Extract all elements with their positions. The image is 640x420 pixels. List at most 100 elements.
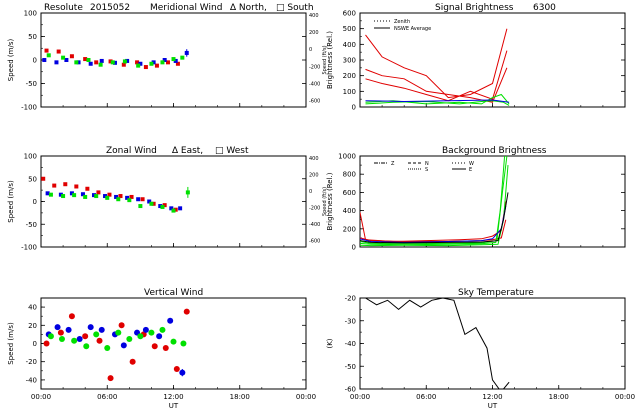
vertical-red-point (107, 375, 114, 382)
vertical-green-point (115, 329, 122, 336)
zonal-right-tick-label: -200 (309, 206, 320, 212)
signal-red-1-line (365, 28, 508, 99)
vertical-red-point (57, 329, 64, 336)
zonal-ytick-label: 100 (24, 153, 37, 161)
background-ytick-label: 1000 (338, 153, 356, 161)
background-plot-frame (359, 155, 626, 248)
merid-south-point (42, 58, 47, 62)
zonal-zenith-point (48, 192, 53, 197)
zonal-east-point (173, 207, 178, 212)
vertical-red-point (96, 337, 103, 344)
sky-temp-tail-line (503, 381, 510, 389)
signal-panel: Signal Brightness 6300 600 500 400 300 200 100 0… (326, 3, 626, 112)
background-legend-n: N (425, 161, 429, 167)
vertical-ytick-label: -40 (26, 376, 37, 384)
zonal-title-1: ∆ East, (171, 146, 203, 156)
zonal-east-point (52, 183, 57, 188)
background-legend-w: W (469, 161, 474, 167)
background-legend-z: Z (391, 161, 395, 167)
signal-legend-average: NSWE Average (394, 26, 431, 32)
background-ytick-label: 800 (343, 171, 356, 179)
merid-title-4: □ South (276, 3, 314, 13)
background-blue-1-line (360, 206, 507, 243)
vertical-xtick-label: 12:00 (163, 393, 183, 401)
merid-north-point (143, 65, 148, 70)
merid-right-tick-label: 400 (309, 13, 319, 19)
background-green-1-line (360, 156, 506, 246)
merid-north-point (56, 49, 61, 54)
merid-ytick-label: 100 (24, 10, 37, 18)
signal-ytick-label: 400 (343, 41, 356, 49)
vertical-green-point (104, 345, 111, 352)
vertical-xtick-label: 06:00 (97, 393, 117, 401)
signal-ytick-label: 200 (343, 72, 356, 80)
zonal-ylabel: Speed (m/s) (7, 180, 15, 223)
merid-right-tick-label: 200 (309, 30, 319, 36)
zonal-west-point (169, 206, 174, 211)
sky-xtick-label: 12:00 (482, 393, 502, 401)
zonal-west-point (103, 194, 108, 199)
merid-series-group (42, 48, 189, 70)
sky-xtick-label: 06:00 (416, 393, 436, 401)
sky-ytick-label: -20 (345, 295, 356, 303)
zonal-east-point (107, 192, 112, 197)
merid-zenith-point (149, 61, 154, 66)
zonal-west-point (147, 199, 152, 204)
vertical-xlabel: UT (169, 402, 179, 410)
signal-title-1: 6300 (533, 3, 556, 13)
vertical-ytick-label: 0 (33, 340, 37, 348)
vertical-blue-point (87, 324, 94, 331)
zonal-right-tick-label: 400 (309, 156, 319, 162)
background-ytick-label: 400 (343, 207, 356, 215)
merid-north-point (83, 57, 88, 62)
zonal-right-tick-label: 200 (309, 173, 319, 179)
merid-title-0: Resolute (44, 3, 83, 13)
signal-legend-zenith: Zenith (394, 19, 410, 25)
sky-xlabel: UT (488, 402, 498, 410)
zonal-zenith-point (160, 204, 165, 209)
merid-title-3: ∆ North, (229, 3, 267, 13)
vertical-blue-point (179, 369, 186, 376)
zonal-zenith-point (185, 190, 190, 195)
zonal-east-point (129, 194, 134, 199)
background-ytick-label: 600 (343, 189, 356, 197)
vertical-green-point (126, 335, 133, 342)
vertical-xtick-label: 00:00 (31, 393, 51, 401)
merid-ytick-label: -100 (21, 104, 37, 112)
merid-south-point (88, 61, 93, 66)
zonal-zenith-point (138, 204, 143, 209)
vertical-red-point (162, 345, 169, 352)
vertical-blue-point (156, 333, 163, 340)
merid-right-tick-label: -400 (309, 81, 320, 87)
vertical-red-point (43, 340, 50, 347)
zonal-west-point (125, 195, 130, 200)
sky-series-group (365, 298, 510, 389)
sky-xtick-label: 00:00 (615, 393, 635, 401)
zonal-east-point (85, 186, 90, 191)
merid-zenith-point (122, 59, 127, 64)
vertical-green-point (83, 343, 90, 350)
merid-north-point (44, 48, 49, 53)
merid-panel: Resolute 2015052 Meridional Wind ∆ North, □ … (7, 3, 328, 112)
zonal-west-point (114, 194, 119, 199)
zonal-zenith-point (61, 194, 66, 199)
merid-north-point (135, 60, 140, 65)
merid-zenith-point (180, 55, 185, 60)
vertical-red-point (118, 322, 125, 329)
merid-south-point (54, 60, 59, 65)
vertical-ytick-label: 40 (28, 304, 37, 312)
merid-south-point (64, 58, 69, 62)
zonal-ytick-label: 0 (33, 198, 37, 206)
merid-zenith-point (86, 58, 91, 62)
zonal-east-point (41, 176, 46, 181)
zonal-ytick-label: -50 (26, 221, 37, 229)
zonal-east-point (162, 203, 167, 208)
zonal-zenith-point (94, 194, 99, 199)
sky-title-0: Sky Temperature (458, 288, 534, 298)
vertical-ytick-label: -20 (26, 358, 37, 366)
sky-ylabel: (K) (326, 338, 334, 348)
zonal-title-2: □ West (215, 146, 249, 156)
merid-ytick-label: 0 (33, 57, 37, 65)
vertical-xtick-label: 18:00 (230, 393, 250, 401)
zonal-west-point (136, 197, 141, 202)
